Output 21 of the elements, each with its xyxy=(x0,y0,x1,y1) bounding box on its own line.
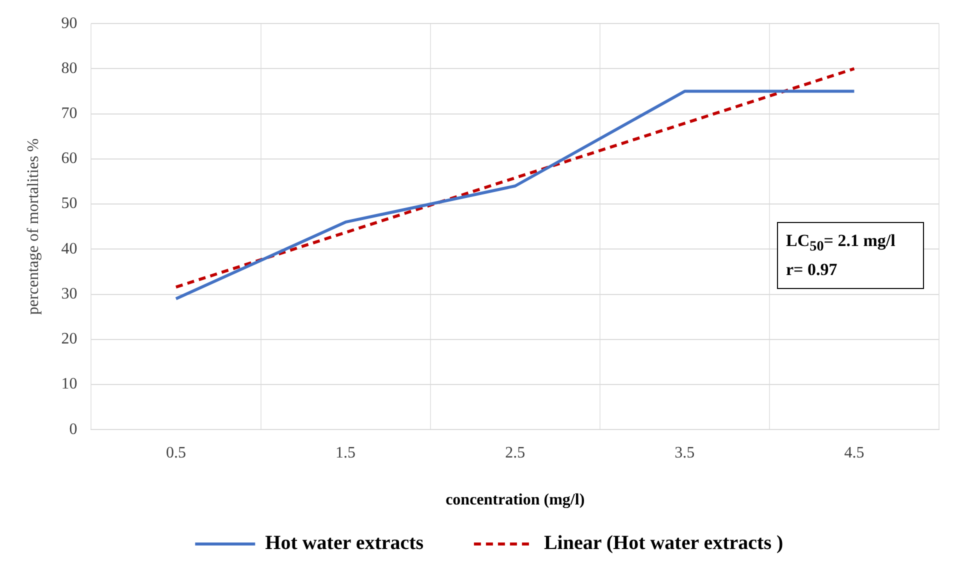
annotation: LC$_{50}$= 2.1 mg/l xyxy=(786,230,896,256)
legend-label: Linear (Hot water extracts ) xyxy=(544,532,784,554)
y-tick-label: 20 xyxy=(61,330,78,348)
y-tick-label: 10 xyxy=(61,376,78,393)
legend-label: Hot water extracts xyxy=(265,532,424,554)
y-tick-label: 60 xyxy=(61,150,78,168)
annotation: r= 0.97 xyxy=(786,259,838,282)
y-axis-title: percentage of mortalities % xyxy=(24,138,42,315)
y-tick-label: 40 xyxy=(61,240,78,258)
x-tick-label: 2.5 xyxy=(505,444,526,462)
x-tick-label: 0.5 xyxy=(166,444,186,462)
y-tick-label: 90 xyxy=(61,14,78,32)
y-tick-label: 50 xyxy=(61,195,78,212)
x-tick-label: 3.5 xyxy=(674,444,695,462)
y-tick-label: 80 xyxy=(61,60,78,77)
y-tick-label: 70 xyxy=(61,105,78,122)
x-axis-title: concentration (mg/l) xyxy=(446,492,585,509)
y-tick-label: 0 xyxy=(69,420,78,438)
y-tick-label: 30 xyxy=(61,285,78,302)
x-tick-label: 4.5 xyxy=(844,444,864,462)
x-tick-label: 1.5 xyxy=(336,444,356,462)
